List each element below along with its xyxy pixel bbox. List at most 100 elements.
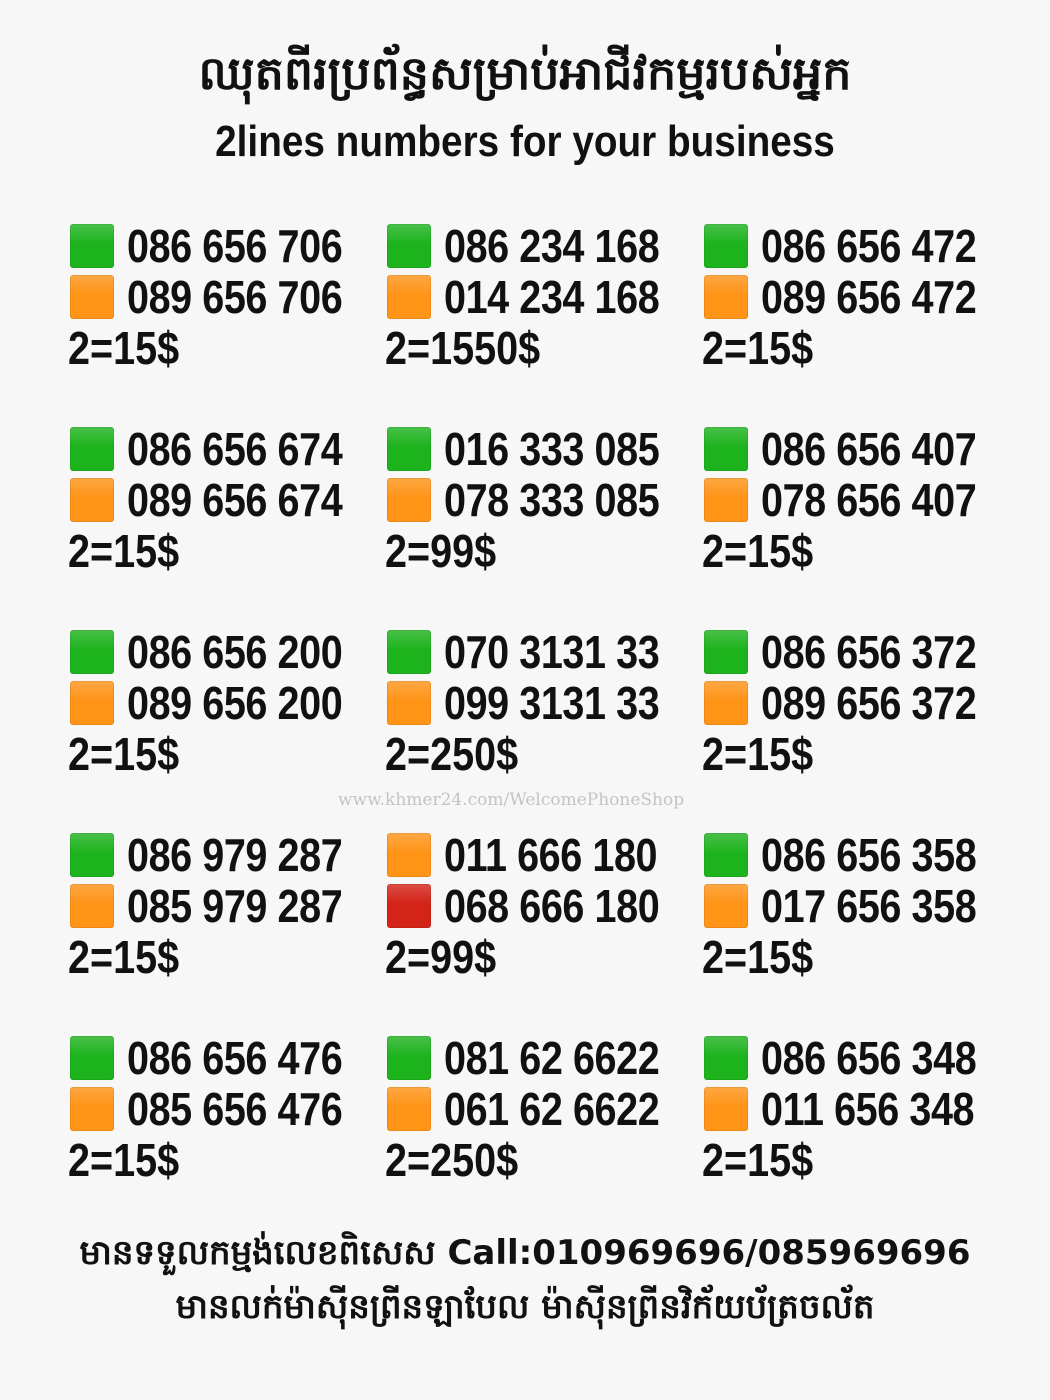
orange-square-icon (704, 884, 748, 928)
green-square-icon (70, 833, 114, 877)
title-khmer: ឈុតពីរប្រព័ន្ធសម្រាប់អាជីវកម្មរបស់អ្នក (198, 46, 852, 100)
number-set-card: 086 656 200 089 656 200 2=15$ (68, 628, 370, 780)
phone-number: 011 656 348 (761, 1083, 975, 1135)
green-square-icon (704, 427, 748, 471)
phone-number: 089 656 472 (761, 271, 977, 323)
phone-line: 086 656 674 (70, 425, 370, 473)
phone-number: 016 333 085 (444, 423, 660, 475)
footer-line-1: មានទទួលកម្មង់លេខពិសេស Call:010969696/085… (79, 1233, 971, 1273)
orange-square-icon (704, 275, 748, 319)
phone-line: 086 656 358 (704, 831, 1004, 879)
price: 2=99$ (385, 525, 497, 577)
number-set-card: 086 656 407 078 656 407 2=15$ (702, 425, 1004, 577)
price: 2=15$ (68, 525, 180, 577)
phone-line: 086 656 706 (70, 222, 370, 270)
phone-number: 061 62 6622 (444, 1083, 660, 1135)
phone-number: 086 979 287 (127, 829, 343, 881)
price: 2=250$ (385, 728, 519, 780)
green-square-icon (704, 1036, 748, 1080)
phone-number: 085 979 287 (127, 880, 343, 932)
phone-number: 086 656 358 (761, 829, 977, 881)
red-square-icon (387, 884, 431, 928)
green-square-icon (704, 630, 748, 674)
phone-number: 085 656 476 (127, 1083, 343, 1135)
phone-line: 061 62 6622 (387, 1085, 687, 1133)
green-square-icon (704, 224, 748, 268)
price: 2=15$ (702, 931, 814, 983)
number-set-card: 081 62 6622 061 62 6622 2=250$ (385, 1034, 687, 1186)
number-set-card: 086 656 472 089 656 472 2=15$ (702, 222, 1004, 374)
phone-line: 068 666 180 (387, 882, 687, 930)
phone-number: 089 656 674 (127, 474, 343, 526)
number-set-card: 086 656 358 017 656 358 2=15$ (702, 831, 1004, 983)
price: 2=15$ (68, 322, 180, 374)
price: 2=99$ (385, 931, 497, 983)
green-square-icon (70, 1036, 114, 1080)
phone-line: 089 656 706 (70, 273, 370, 321)
orange-square-icon (70, 884, 114, 928)
number-set-card: 086 234 168 014 234 168 2=1550$ (385, 222, 687, 374)
orange-square-icon (70, 478, 114, 522)
phone-line: 086 234 168 (387, 222, 687, 270)
number-set-card: 086 656 476 085 656 476 2=15$ (68, 1034, 370, 1186)
phone-number: 014 234 168 (444, 271, 660, 323)
phone-line: 086 656 472 (704, 222, 1004, 270)
phone-line: 085 656 476 (70, 1085, 370, 1133)
phone-number: 070 3131 33 (444, 626, 660, 678)
number-set-card: 086 656 372 089 656 372 2=15$ (702, 628, 1004, 780)
phone-number: 078 656 407 (761, 474, 977, 526)
phone-line: 089 656 372 (704, 679, 1004, 727)
phone-line: 070 3131 33 (387, 628, 687, 676)
price: 2=1550$ (385, 322, 541, 374)
phone-line: 011 666 180 (387, 831, 687, 879)
phone-line: 089 656 200 (70, 679, 370, 727)
phone-number: 086 656 200 (127, 626, 343, 678)
phone-line: 099 3131 33 (387, 679, 687, 727)
phone-number: 086 656 472 (761, 220, 977, 272)
number-set-card: 070 3131 33 099 3131 33 2=250$ (385, 628, 687, 780)
phone-line: 081 62 6622 (387, 1034, 687, 1082)
number-set-card: 086 656 706 089 656 706 2=15$ (68, 222, 370, 374)
number-set-card: 016 333 085 078 333 085 2=99$ (385, 425, 687, 577)
phone-line: 078 333 085 (387, 476, 687, 524)
phone-line: 085 979 287 (70, 882, 370, 930)
price: 2=15$ (68, 1134, 180, 1186)
orange-square-icon (387, 275, 431, 319)
phone-number: 089 656 372 (761, 677, 977, 729)
price: 2=15$ (702, 728, 814, 780)
phone-line: 086 656 348 (704, 1034, 1004, 1082)
number-set-card: 086 979 287 085 979 287 2=15$ (68, 829, 370, 983)
phone-line: 011 656 348 (704, 1085, 1004, 1133)
phone-number: 086 656 407 (761, 423, 977, 475)
price: 2=15$ (702, 525, 814, 577)
green-square-icon (70, 224, 114, 268)
orange-square-icon (704, 1087, 748, 1131)
green-square-icon (387, 224, 431, 268)
orange-square-icon (704, 478, 748, 522)
phone-number: 086 234 168 (444, 220, 660, 272)
phone-line: 016 333 085 (387, 425, 687, 473)
phone-number: 099 3131 33 (444, 677, 660, 729)
green-square-icon (70, 427, 114, 471)
phone-number: 086 656 476 (127, 1032, 343, 1084)
phone-number: 086 656 674 (127, 423, 343, 475)
phone-number: 089 656 706 (127, 271, 343, 323)
phone-line: 086 656 476 (70, 1034, 370, 1082)
phone-number: 068 666 180 (444, 880, 660, 932)
green-square-icon (704, 833, 748, 877)
phone-number: 078 333 085 (444, 474, 660, 526)
price: 2=15$ (702, 1134, 814, 1186)
phone-line: 086 656 407 (704, 425, 1004, 473)
price: 2=250$ (385, 1134, 519, 1186)
phone-line: 086 656 200 (70, 628, 370, 676)
number-set-card: 086 656 674 089 656 674 2=15$ (68, 425, 370, 577)
number-set-card: 011 666 180 068 666 180 2=99$ (385, 831, 687, 983)
green-square-icon (70, 630, 114, 674)
phone-line: 089 656 674 (70, 476, 370, 524)
phone-number: 086 656 372 (761, 626, 977, 678)
orange-square-icon (387, 681, 431, 725)
green-square-icon (387, 427, 431, 471)
price: 2=15$ (68, 931, 180, 983)
phone-number: 089 656 200 (127, 677, 343, 729)
phone-line: 086 656 372 (704, 628, 1004, 676)
